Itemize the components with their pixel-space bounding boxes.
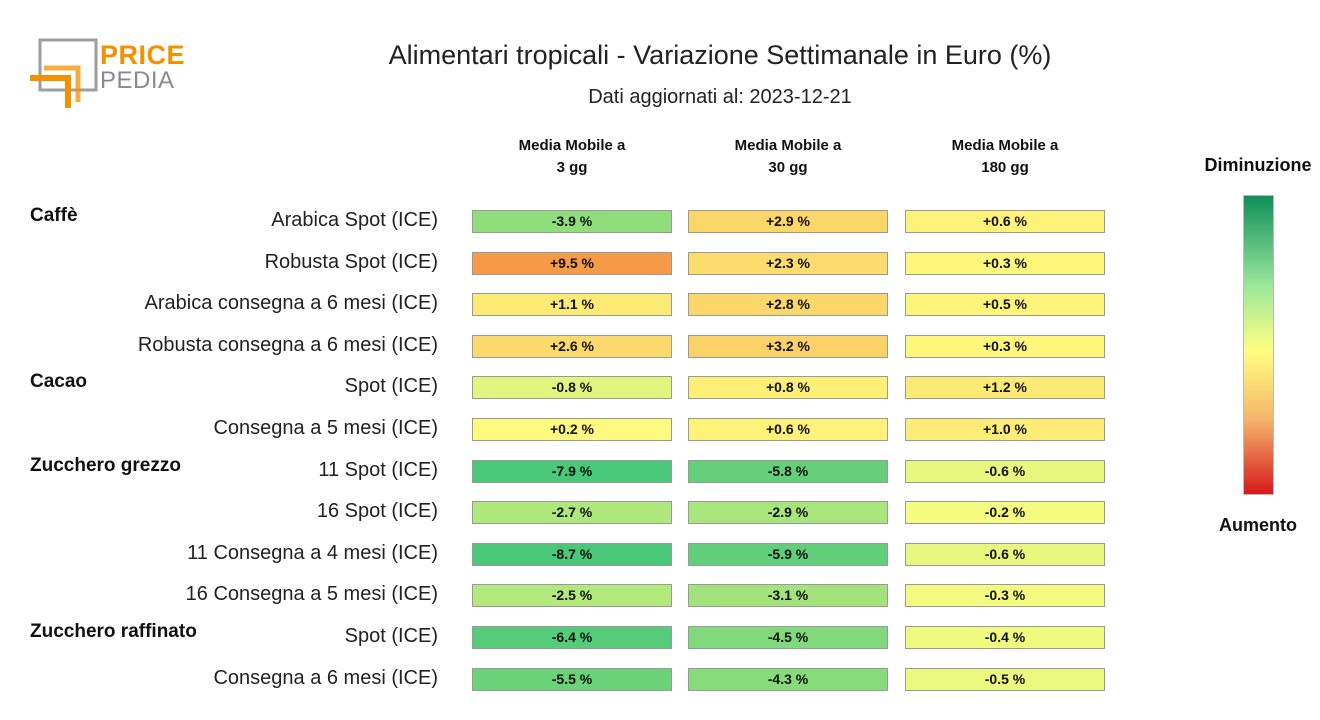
heatmap-cell: -0.5 % bbox=[905, 667, 1105, 691]
row-label: Arabica Spot (ICE) bbox=[271, 209, 438, 231]
color-scale-legend bbox=[1243, 195, 1274, 495]
row-label: Arabica consegna a 6 mesi (ICE) bbox=[144, 292, 438, 315]
heatmap-cell: -2.9 % bbox=[688, 501, 888, 525]
chart-title: Alimentari tropicali - Variazione Settim… bbox=[388, 40, 1052, 70]
heatmap-cell: +1.1 % bbox=[472, 293, 672, 317]
heatmap-cell: +0.8 % bbox=[688, 376, 888, 400]
heatmap-cell: -5.9 % bbox=[688, 542, 888, 566]
column-header-line1: Media Mobile a bbox=[734, 137, 842, 154]
heatmap-cell: +0.3 % bbox=[905, 334, 1105, 358]
heatmap-cell: +0.5 % bbox=[905, 293, 1105, 317]
column-header: Media Mobile a 3 gg bbox=[472, 135, 672, 179]
heatmap-cell: -8.7 % bbox=[472, 542, 672, 566]
heatmap-cell: -0.8 % bbox=[472, 376, 672, 400]
column-header: Media Mobile a 180 gg bbox=[905, 135, 1105, 179]
logo-text-pedia: PEDIA bbox=[100, 67, 175, 94]
pricepedia-logo bbox=[30, 38, 98, 108]
row-label: Robusta Spot (ICE) bbox=[264, 250, 438, 273]
row-label: Spot (ICE) bbox=[344, 375, 438, 398]
heatmap-cell: -2.5 % bbox=[472, 584, 672, 608]
heatmap-cell: +3.2 % bbox=[688, 334, 888, 358]
legend-label-decrease: Diminuzione bbox=[1204, 155, 1312, 175]
group-label: Cacao bbox=[30, 371, 88, 393]
group-label: Zucchero raffinato bbox=[30, 621, 197, 642]
row-label: 16 Spot (ICE) bbox=[316, 500, 438, 523]
heatmap-cell: +9.5 % bbox=[472, 251, 672, 275]
column-header-line2: 180 gg bbox=[981, 159, 1029, 176]
logo-text-price: PRICE bbox=[100, 40, 186, 70]
chart-subtitle: Dati aggiornati al: 2023-12-21 bbox=[588, 86, 852, 108]
heatmap-cell: -0.3 % bbox=[905, 584, 1105, 608]
heatmap-cell: -4.3 % bbox=[688, 667, 888, 691]
heatmap-cell: -0.6 % bbox=[905, 459, 1105, 483]
column-header-line2: 30 gg bbox=[768, 159, 808, 176]
heatmap-cell: +0.6 % bbox=[688, 418, 888, 441]
heatmap-cell: -0.6 % bbox=[905, 542, 1105, 566]
heatmap-cell: -5.5 % bbox=[472, 667, 672, 691]
heatmap-cell: -3.9 % bbox=[472, 210, 672, 233]
row-label: Spot (ICE) bbox=[344, 625, 438, 647]
heatmap-cell: -7.9 % bbox=[472, 459, 672, 483]
heatmap-cell: -0.2 % bbox=[905, 501, 1105, 525]
row-label: Consegna a 6 mesi (ICE) bbox=[213, 666, 438, 689]
heatmap-cell: -5.8 % bbox=[688, 459, 888, 483]
row-label: 11 Consegna a 4 mesi (ICE) bbox=[187, 541, 438, 564]
column-header: Media Mobile a 30 gg bbox=[688, 135, 888, 179]
heatmap-cell: +2.6 % bbox=[472, 334, 672, 358]
heatmap-cell: -3.1 % bbox=[688, 584, 888, 608]
legend-label-increase: Aumento bbox=[1219, 515, 1297, 535]
heatmap-cell: +2.9 % bbox=[688, 210, 888, 233]
row-label: 11 Spot (ICE) bbox=[318, 458, 438, 481]
row-label: 16 Consegna a 5 mesi (ICE) bbox=[185, 583, 438, 606]
heatmap-cell: -4.5 % bbox=[688, 626, 888, 649]
column-header-line1: Media Mobile a bbox=[518, 137, 626, 154]
heatmap-cell: +0.6 % bbox=[905, 210, 1105, 233]
row-label: Robusta consegna a 6 mesi (ICE) bbox=[137, 333, 438, 356]
heatmap-cell: +0.3 % bbox=[905, 251, 1105, 275]
group-label: Zucchero grezzo bbox=[30, 454, 181, 476]
heatmap-cell: +2.3 % bbox=[688, 251, 888, 275]
row-label: Consegna a 5 mesi (ICE) bbox=[213, 417, 438, 439]
heatmap-cell: -2.7 % bbox=[472, 501, 672, 525]
heatmap-cell: +1.0 % bbox=[905, 418, 1105, 441]
heatmap-cell: -0.4 % bbox=[905, 626, 1105, 649]
heatmap-cell: +0.2 % bbox=[472, 418, 672, 441]
column-header-line1: Media Mobile a bbox=[951, 137, 1059, 154]
group-label: Caffè bbox=[30, 205, 78, 226]
heatmap-cell: +2.8 % bbox=[688, 293, 888, 317]
heatmap-cell: -6.4 % bbox=[472, 626, 672, 649]
heatmap-cell: +1.2 % bbox=[905, 376, 1105, 400]
column-header-line2: 3 gg bbox=[556, 159, 588, 176]
